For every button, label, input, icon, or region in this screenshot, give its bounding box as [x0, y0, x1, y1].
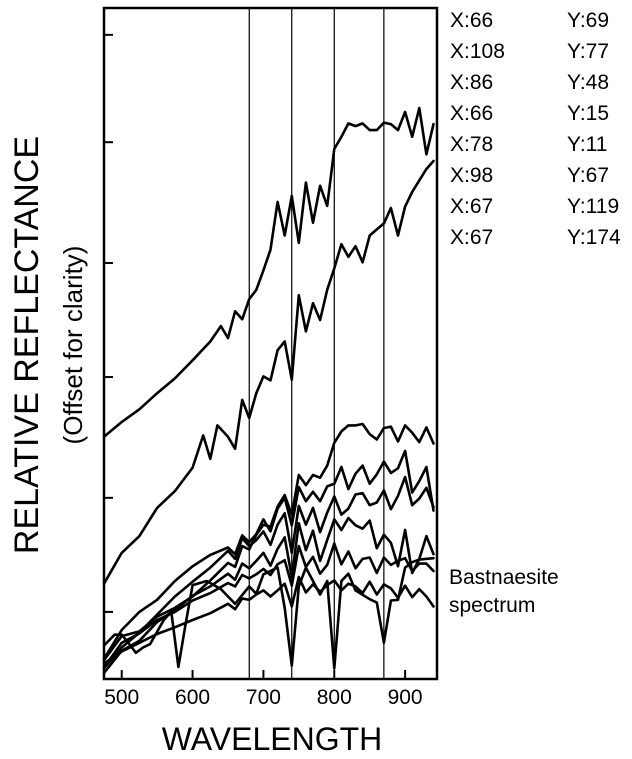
legend-y-8: Y:174 — [567, 226, 621, 249]
legend-x-8: X:67 — [450, 226, 493, 249]
series-line-9 — [102, 556, 435, 670]
legend-x-7: X:67 — [450, 195, 493, 218]
x-tick-label: 600 — [175, 686, 210, 709]
legend-y-3: Y:48 — [567, 71, 609, 94]
x-axis-label: WAVELENGTH — [162, 721, 382, 757]
legend-x-5: X:78 — [450, 133, 493, 156]
series-line-8 — [102, 575, 435, 665]
legend-coordinates: X:66 Y:69 X:108 Y:77 X:86 Y:48 X:66 Y:15 X:78 Y:1… — [450, 9, 621, 249]
bastnaesite-annotation: Bastnaesite spectrum — [449, 566, 559, 617]
series-line-6 — [102, 516, 435, 675]
legend-x-1: X:66 — [450, 9, 493, 32]
y-axis-sublabel: (Offset for clarity) — [58, 246, 88, 445]
legend-x-4: X:66 — [450, 102, 493, 125]
legend-x-6: X:98 — [450, 164, 493, 187]
x-tick-label: 500 — [104, 686, 139, 709]
series-line-2 — [102, 159, 435, 586]
plot-border — [102, 6, 439, 681]
legend-y-7: Y:119 — [567, 195, 619, 218]
legend-y-4: Y:15 — [567, 102, 609, 125]
legend-y-1: Y:69 — [567, 9, 609, 32]
annotation-line-2: spectrum — [449, 594, 535, 617]
plot-frame — [102, 6, 439, 681]
x-tick-label: 900 — [388, 686, 423, 709]
annotation-line-1: Bastnaesite — [449, 566, 559, 589]
x-tick-label: 700 — [246, 686, 281, 709]
y-axis-label: RELATIVE REFLECTANCE — [8, 136, 46, 554]
legend-x-3: X:86 — [450, 71, 493, 94]
legend-y-5: Y:11 — [567, 133, 607, 156]
legend-y-2: Y:77 — [567, 40, 609, 63]
legend-y-6: Y:67 — [567, 164, 609, 187]
series-line-5 — [102, 475, 435, 670]
series-line-4 — [102, 449, 435, 661]
series-line-1 — [102, 106, 435, 439]
axis-ticks: 500 600 700 800 900 — [104, 33, 423, 709]
x-tick-label: 800 — [317, 686, 352, 709]
spectra-lines — [102, 106, 435, 675]
reference-lines — [248, 8, 385, 679]
legend-x-2: X:108 — [450, 40, 505, 63]
series-line-3 — [102, 422, 435, 662]
